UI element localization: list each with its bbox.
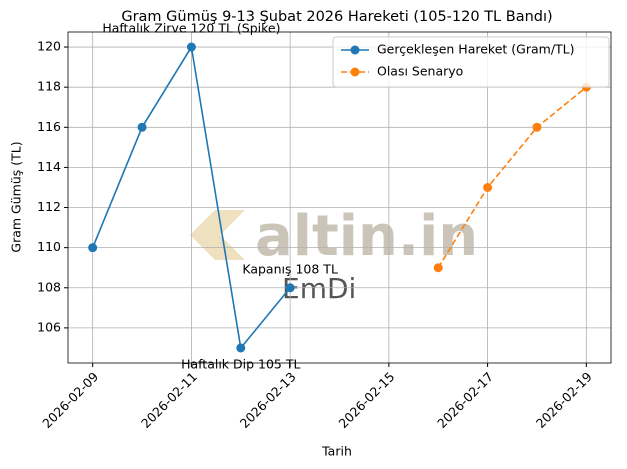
y-tick-label: 114 — [37, 159, 61, 174]
x-axis-label: Tarih — [321, 444, 352, 459]
watermark-logo — [190, 210, 245, 260]
data-point — [236, 343, 246, 353]
legend-label: Olası Senaryo — [377, 64, 463, 79]
legend-marker — [350, 45, 360, 55]
data-point — [532, 122, 542, 132]
annotation: Kapanış 108 TL — [242, 261, 338, 276]
data-point — [88, 243, 98, 253]
x-tick-label: 2026-02-09 — [39, 369, 101, 431]
x-tick-label: 2026-02-15 — [335, 369, 397, 431]
x-tick-label: 2026-02-11 — [138, 369, 200, 431]
annotation: Haftalık Zirve 120 TL (Spike) — [102, 21, 280, 36]
x-tick-label: 2026-02-17 — [434, 369, 496, 431]
x-tick-label: 2026-02-19 — [533, 369, 595, 431]
watermark-text: altin.in — [255, 204, 478, 269]
y-tick-label: 120 — [37, 39, 61, 54]
data-point — [285, 283, 295, 293]
plot-frame — [67, 31, 612, 364]
y-axis-label: Gram Gümüş (TL) — [9, 141, 24, 252]
y-tick-label: 110 — [37, 239, 61, 254]
data-point — [186, 42, 196, 52]
y-tick-label: 112 — [37, 199, 61, 214]
x-tick-label: 2026-02-13 — [237, 369, 299, 431]
legend-marker — [350, 67, 360, 77]
y-tick-label: 108 — [37, 279, 61, 294]
data-point — [483, 182, 493, 192]
data-point — [433, 263, 443, 273]
series-line — [437, 86, 587, 269]
legend-box — [332, 36, 610, 88]
y-tick-label: 106 — [37, 319, 61, 334]
y-tick-label: 116 — [37, 119, 61, 134]
data-point — [137, 122, 147, 132]
annotation: Haftalık Dip 105 TL — [181, 356, 300, 371]
y-tick-label: 118 — [37, 79, 61, 94]
watermark: altin.in — [190, 204, 478, 269]
chart-title: Gram Gümüş 9-13 Şubat 2026 Hareketi (105… — [121, 9, 552, 25]
legend-label: Gerçekleşen Hareket (Gram/TL) — [377, 42, 575, 57]
